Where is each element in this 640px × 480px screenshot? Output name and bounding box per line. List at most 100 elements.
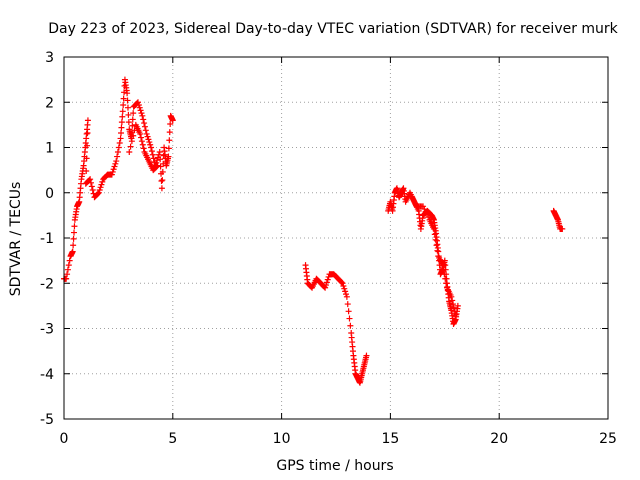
data-point (134, 99, 141, 106)
data-point (322, 282, 329, 289)
data-point (145, 136, 152, 143)
data-point (137, 107, 144, 114)
data-point (66, 257, 73, 264)
y-tick-label: -3 (40, 322, 54, 338)
data-point (146, 139, 153, 146)
data-point (431, 231, 438, 238)
data-point (425, 214, 432, 221)
data-point (119, 113, 126, 120)
data-point (559, 225, 566, 232)
data-point (433, 242, 440, 249)
data-point (138, 110, 145, 117)
data-point (120, 101, 127, 108)
data-point (87, 176, 94, 183)
data-point (124, 97, 131, 104)
data-point (124, 90, 131, 97)
data-point (159, 177, 166, 184)
data-point (166, 137, 173, 144)
data-point (118, 124, 125, 131)
data-point (89, 187, 96, 194)
data-point (149, 151, 156, 158)
y-tick-label: 0 (45, 186, 54, 202)
data-point (167, 120, 174, 127)
data-point (158, 185, 165, 192)
data-point (340, 282, 347, 289)
data-point (83, 168, 90, 175)
data-point (130, 132, 137, 139)
data-points (61, 76, 566, 386)
data-point (119, 108, 126, 115)
data-point (118, 119, 125, 126)
data-point (423, 211, 430, 218)
data-point (147, 141, 154, 148)
data-point (346, 315, 353, 322)
data-point (117, 135, 124, 142)
data-point (70, 242, 77, 249)
data-point (114, 149, 121, 156)
data-point (441, 271, 448, 278)
data-point (99, 178, 106, 185)
data-point (148, 144, 155, 151)
data-point (343, 291, 350, 298)
data-point (157, 156, 164, 163)
data-point (142, 127, 149, 134)
data-point (124, 104, 131, 111)
data-point (448, 293, 455, 300)
data-point (129, 116, 136, 123)
data-point (339, 280, 346, 287)
data-point (140, 116, 147, 123)
data-point (125, 111, 132, 118)
data-point (165, 153, 172, 160)
data-point (70, 235, 77, 242)
data-point (169, 117, 176, 124)
data-point (338, 279, 345, 286)
y-tick-label: -4 (40, 367, 54, 383)
data-point (430, 225, 437, 232)
x-tick-label: 10 (273, 431, 291, 447)
data-point (150, 155, 157, 162)
data-point (166, 129, 173, 136)
data-point (363, 352, 370, 359)
data-point (109, 168, 116, 175)
data-point (442, 275, 449, 282)
data-point (71, 223, 78, 230)
data-point (98, 181, 105, 188)
data-point (139, 112, 146, 119)
data-point (422, 208, 429, 215)
data-point (449, 297, 456, 304)
data-point (450, 304, 457, 311)
data-point (97, 184, 104, 191)
data-point (342, 288, 349, 295)
data-point (95, 189, 102, 196)
data-point (139, 141, 146, 148)
data-point (65, 262, 72, 269)
data-point (432, 236, 439, 243)
y-tick-label: 3 (45, 50, 54, 66)
data-point (127, 143, 134, 150)
data-point (341, 285, 348, 292)
data-point (110, 166, 117, 173)
data-point (154, 162, 161, 169)
data-point (421, 206, 428, 213)
data-point (344, 301, 351, 308)
data-point (155, 151, 162, 158)
y-tick-label: 2 (45, 95, 54, 111)
data-point (128, 138, 135, 145)
data-point (439, 262, 446, 269)
data-point (136, 104, 143, 111)
y-tick-label: -1 (40, 231, 54, 247)
data-point (96, 187, 103, 194)
data-point (64, 266, 71, 273)
data-point (118, 130, 125, 137)
x-tick-label: 20 (490, 431, 508, 447)
data-point (420, 203, 427, 210)
data-point (138, 138, 145, 145)
data-point (156, 149, 163, 156)
data-point (343, 293, 350, 300)
x-tick-label: 5 (168, 431, 177, 447)
data-point (347, 322, 354, 329)
data-point (120, 95, 127, 102)
data-point (140, 145, 147, 152)
